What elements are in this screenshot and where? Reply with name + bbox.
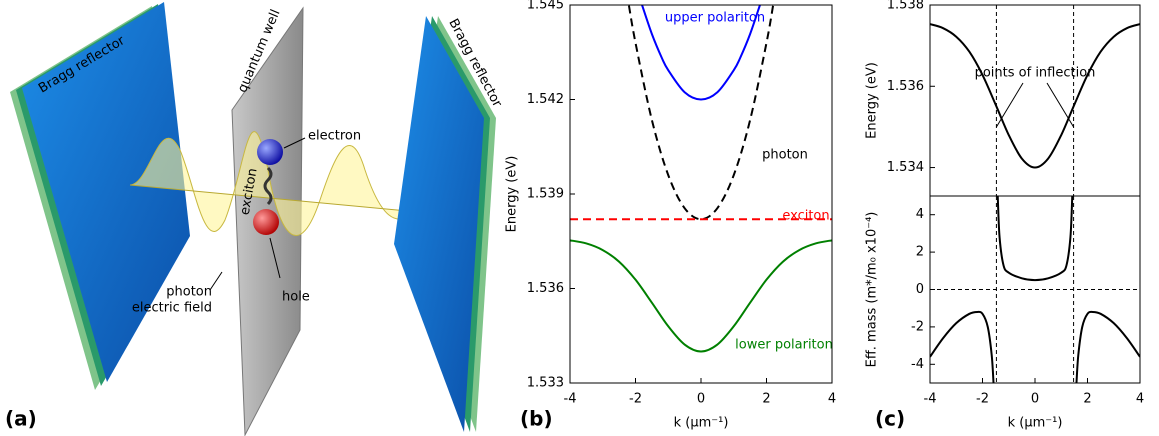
x-tick-label: -2 bbox=[976, 392, 989, 407]
x-axis-label: k (µm⁻¹) bbox=[1008, 416, 1063, 431]
x-axis-label: k (µm⁻¹) bbox=[674, 416, 729, 431]
y-tick-label: -4 bbox=[911, 357, 924, 372]
x-tick-label: 0 bbox=[697, 392, 705, 407]
y-tick-label: 1.533 bbox=[527, 376, 564, 391]
x-tick-label: 2 bbox=[762, 392, 770, 407]
exciton-spring bbox=[263, 166, 273, 206]
reflector bbox=[394, 16, 484, 432]
x-tick-label: 2 bbox=[1083, 392, 1091, 407]
x-tick-label: -4 bbox=[924, 392, 937, 407]
plot-area bbox=[930, 196, 1140, 383]
y-tick-label: -2 bbox=[911, 319, 924, 334]
annotation-arrow bbox=[995, 82, 1024, 128]
reflector bbox=[22, 2, 190, 382]
y-tick-label: 1.534 bbox=[887, 160, 924, 175]
y-axis-label: Energy (eV) bbox=[865, 62, 880, 139]
x-tick-label: 4 bbox=[1136, 392, 1144, 407]
x-tick-label: -4 bbox=[564, 392, 577, 407]
x-tick-label: 4 bbox=[828, 392, 836, 407]
y-tick-label: 2 bbox=[916, 245, 924, 260]
series-line bbox=[930, 196, 1140, 383]
x-tick-label: -2 bbox=[629, 392, 642, 407]
y-tick-label: 0 bbox=[916, 282, 924, 297]
wave-axis bbox=[129, 184, 419, 213]
series-label: upper polariton bbox=[665, 11, 765, 26]
series-line bbox=[570, 239, 832, 353]
y-tick-label: 1.536 bbox=[887, 79, 924, 94]
hole bbox=[253, 209, 279, 235]
series-label: photon bbox=[762, 148, 808, 163]
series-line bbox=[930, 23, 1140, 169]
label: hole bbox=[282, 290, 310, 305]
x-tick-label: 0 bbox=[1031, 392, 1039, 407]
y-tick-label: 1.542 bbox=[527, 92, 564, 107]
arrow bbox=[283, 137, 306, 149]
plot-area bbox=[930, 5, 1140, 196]
label: photon bbox=[166, 285, 212, 300]
electron bbox=[257, 139, 283, 165]
panel-label: (c) bbox=[875, 407, 905, 431]
annotation: points of inflection bbox=[975, 66, 1096, 81]
axes-frame bbox=[569, 4, 833, 384]
series-label: exciton bbox=[782, 209, 829, 224]
y-tick-label: 4 bbox=[916, 207, 924, 222]
plot-area bbox=[570, 5, 832, 353]
panel-label: (a) bbox=[5, 407, 37, 431]
annotation-arrow bbox=[1046, 82, 1075, 128]
arrow bbox=[269, 237, 281, 279]
series-label: lower polariton bbox=[735, 338, 833, 353]
diagram-a: Bragg reflector quantum well Bragg refle… bbox=[5, 2, 505, 436]
series-line bbox=[641, 5, 761, 101]
panel-label: (b) bbox=[520, 407, 553, 431]
y-tick-label: 1.539 bbox=[527, 187, 564, 202]
label: electron bbox=[308, 129, 361, 144]
y-tick-label: 1.536 bbox=[527, 281, 564, 296]
series-line bbox=[627, 5, 775, 221]
y-axis-label: Eff. mass (m*/m₀ x10⁻⁴) bbox=[865, 212, 880, 368]
y-tick-label: 1.538 bbox=[887, 0, 924, 13]
y-axis-label: Energy (eV) bbox=[505, 156, 520, 233]
y-tick-label: 1.545 bbox=[527, 0, 564, 13]
arrow bbox=[209, 271, 223, 291]
label: electric field bbox=[132, 301, 212, 316]
